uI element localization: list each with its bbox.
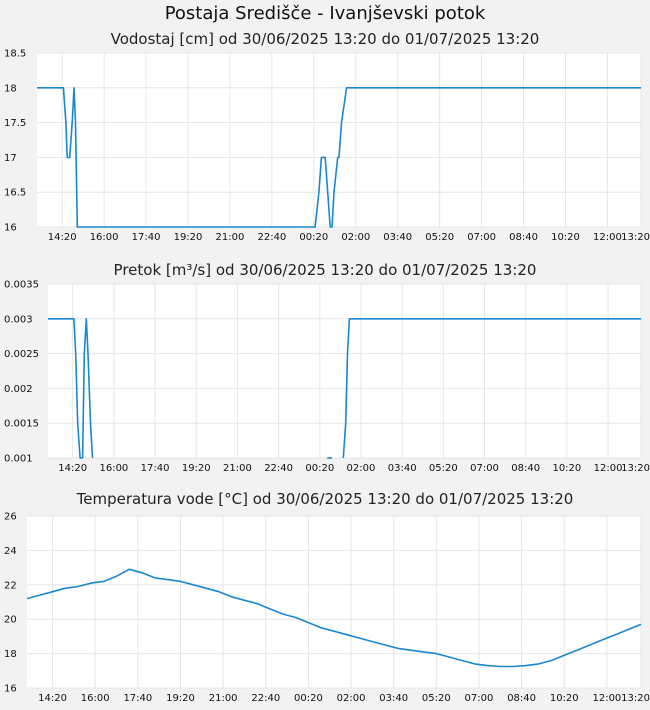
y-tick-label: 26 (4, 512, 17, 523)
x-tick-label: 14:20 (58, 463, 87, 474)
x-tick-label: 00:20 (299, 232, 328, 243)
x-tick-label: 22:40 (264, 463, 293, 474)
x-tick-label: 17:40 (123, 693, 152, 704)
x-tick-label: 02:00 (337, 693, 366, 704)
x-tick-label: 19:20 (174, 232, 203, 243)
y-tick-label: 22 (4, 580, 17, 591)
x-tick-label: 08:40 (507, 693, 536, 704)
x-tick-label: 02:00 (341, 232, 370, 243)
chart-title-pretok: Pretok [m³/s] od 30/06/2025 13:20 do 01/… (113, 261, 537, 279)
x-tick-label: 21:00 (216, 232, 245, 243)
chart-title-vodostaj: Vodostaj [cm] od 30/06/2025 13:20 do 01/… (110, 30, 540, 48)
y-tick-label: 24 (4, 546, 17, 557)
x-tick-label: 08:40 (511, 463, 540, 474)
x-tick-label: 16:00 (90, 232, 119, 243)
x-tick-label: 21:00 (223, 463, 252, 474)
x-tick-label: 12:00 (593, 232, 622, 243)
y-tick-label: 0.0025 (4, 349, 39, 360)
x-tick-label: 10:20 (551, 232, 580, 243)
x-tick-label: 07:00 (465, 693, 494, 704)
x-tick-label: 22:40 (257, 232, 286, 243)
x-tick-label: 17:40 (132, 232, 161, 243)
y-tick-label: 18 (4, 83, 17, 94)
x-tick-label: 03:40 (379, 693, 408, 704)
x-tick-label: 13:20 (621, 463, 650, 474)
series-line (342, 317, 641, 459)
series-line (48, 317, 94, 459)
series-line (37, 86, 641, 228)
x-tick-label: 10:20 (550, 693, 579, 704)
x-tick-label: 05:20 (422, 693, 451, 704)
x-tick-label: 16:00 (99, 463, 128, 474)
x-tick-label: 19:20 (166, 693, 195, 704)
plot-area (27, 516, 641, 688)
y-tick-label: 17.5 (4, 118, 26, 129)
y-tick-label: 18.5 (4, 49, 26, 60)
x-tick-label: 14:20 (38, 693, 67, 704)
chart-vodostaj: 16 16.5 17 17.5 18 18.5 14:20 16:00 17:40 19:20 21… (4, 49, 650, 244)
y-tick-label: 0.001 (4, 454, 33, 465)
y-tick-label: 16 (4, 223, 17, 234)
x-tick-label: 02:00 (347, 463, 376, 474)
y-tick-label: 0.003 (4, 314, 33, 325)
x-tick-label: 05:20 (429, 463, 458, 474)
x-tick-label: 14:20 (48, 232, 77, 243)
x-tick-label: 13:20 (621, 693, 650, 704)
x-tick-label: 13:20 (621, 232, 650, 243)
x-tick-label: 17:40 (141, 463, 170, 474)
y-tick-label: 17 (4, 153, 17, 164)
x-tick-label: 22:40 (251, 693, 280, 704)
x-tick-label: 16:00 (81, 693, 110, 704)
chart-pretok: 0.001 0.0015 0.002 0.0025 0.003 0.0035 14:20 16… (4, 280, 650, 475)
x-tick-label: 07:00 (467, 232, 496, 243)
x-tick-label: 00:20 (294, 693, 323, 704)
x-tick-label: 05:20 (425, 232, 454, 243)
x-tick-label: 03:40 (388, 463, 417, 474)
page-title: Postaja Središče - Ivanjševski potok (164, 3, 486, 24)
x-tick-label: 08:40 (509, 232, 538, 243)
y-tick-label: 0.0015 (4, 419, 39, 430)
x-tick-label: 19:20 (182, 463, 211, 474)
series-line (26, 568, 642, 668)
chart-temperatura: 16 18 20 22 24 26 14:20 16:00 17:40 19:20 21:00 22:… (4, 512, 650, 705)
x-tick-label: 21:00 (209, 693, 238, 704)
x-tick-label: 12:00 (594, 463, 623, 474)
y-tick-label: 20 (4, 615, 17, 626)
y-tick-label: 16.5 (4, 188, 26, 199)
plot-area (37, 53, 641, 227)
y-tick-label: 16 (4, 684, 17, 695)
y-tick-label: 0.0035 (4, 280, 39, 291)
x-tick-label: 00:20 (305, 463, 334, 474)
y-tick-label: 18 (4, 649, 17, 660)
x-tick-label: 10:20 (552, 463, 581, 474)
x-tick-label: 07:00 (470, 463, 499, 474)
x-tick-label: 12:00 (592, 693, 621, 704)
y-tick-label: 0.002 (4, 384, 33, 395)
x-tick-label: 03:40 (383, 232, 412, 243)
chart-title-temperatura: Temperatura vode [°C] od 30/06/2025 13:2… (76, 490, 574, 508)
